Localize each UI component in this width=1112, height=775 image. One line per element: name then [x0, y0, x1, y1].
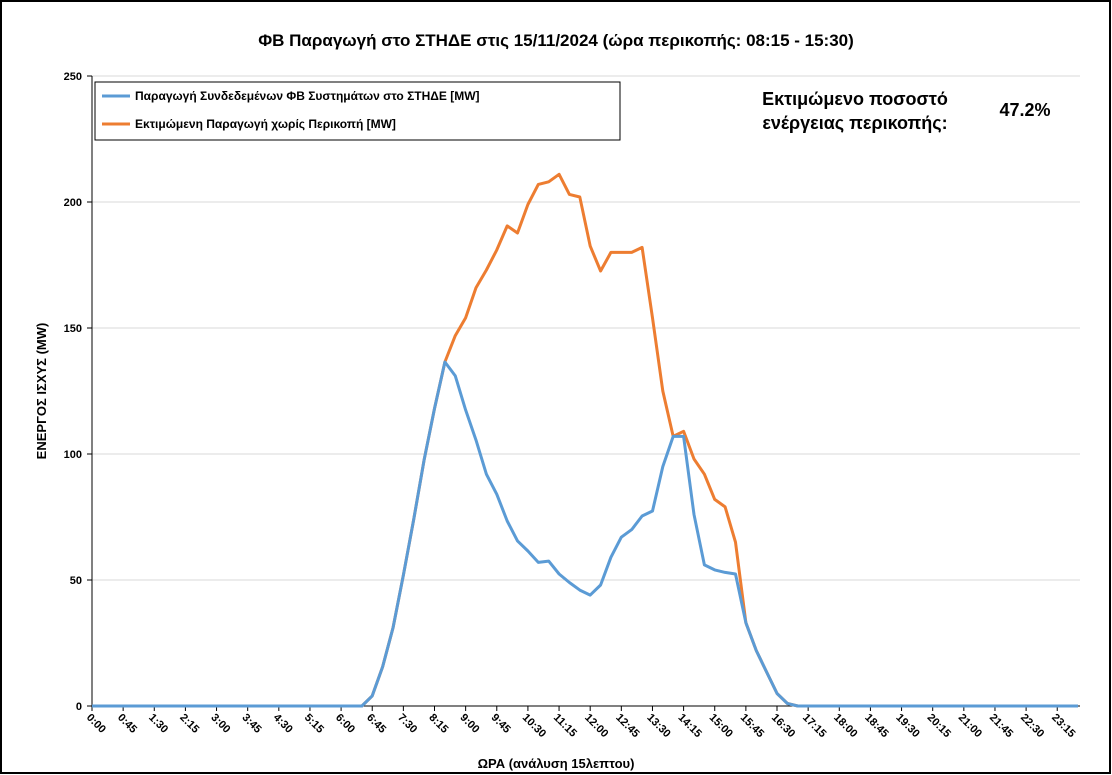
annotation-value: 47.2%	[999, 100, 1050, 120]
y-tick-label: 200	[64, 197, 82, 209]
y-tick-label: 250	[64, 71, 82, 83]
legend-label: Παραγωγή Συνδεδεμένων ΦΒ Συστημάτων στο …	[135, 89, 480, 103]
y-tick-label: 0	[76, 701, 82, 713]
legend-label: Εκτιμώμενη Παραγωγή χωρίς Περικοπή [MW]	[135, 117, 396, 131]
y-axis-label: ΕΝΕΡΓΟΣ ΙΣΧΥΣ (MW)	[34, 323, 49, 460]
x-axis-label: ΩΡΑ (ανάλυση 15λεπτου)	[478, 756, 635, 771]
y-tick-label: 100	[64, 449, 82, 461]
y-tick-label: 150	[64, 323, 82, 335]
annotation-label: ενέργειας περικοπής:	[762, 113, 947, 133]
annotation-label: Εκτιμώμενο ποσοστό	[762, 89, 948, 109]
legend	[94, 81, 621, 141]
y-tick-label: 50	[70, 575, 82, 587]
chart-title: ΦΒ Παραγωγή στο ΣΤΗΔΕ στις 15/11/2024 (ώ…	[258, 31, 854, 50]
series-line	[92, 360, 1078, 708]
